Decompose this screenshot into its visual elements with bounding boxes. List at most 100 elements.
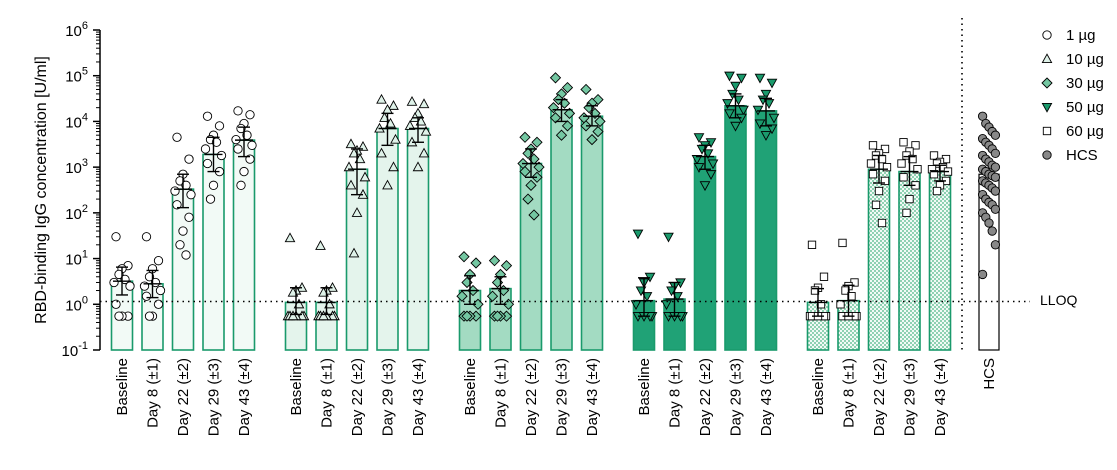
data-point — [594, 115, 606, 128]
y-tick-label: 104 — [65, 111, 88, 131]
data-point — [348, 247, 360, 258]
data-point — [141, 232, 152, 242]
data-point — [899, 138, 908, 147]
data-point — [111, 299, 121, 309]
data-point — [181, 250, 191, 260]
data-point — [488, 255, 501, 267]
data-point — [754, 119, 766, 130]
bar — [754, 110, 778, 351]
y-axis-title: RBD-binding IgG concentration [U/ml] — [33, 56, 50, 324]
data-point — [216, 150, 227, 161]
data-point — [632, 229, 644, 240]
data-point — [236, 123, 246, 134]
legend-label: 30 µg — [1066, 75, 1104, 92]
data-point — [525, 179, 537, 191]
data-point — [293, 298, 305, 309]
data-point — [239, 166, 249, 177]
legend-label: 60 µg — [1066, 123, 1104, 140]
data-point — [586, 133, 598, 146]
data-point — [233, 144, 243, 154]
data-point — [242, 130, 252, 140]
legend-label: 1 µg — [1066, 27, 1096, 44]
data-point — [502, 298, 515, 310]
data-point — [868, 141, 878, 150]
data-point — [766, 124, 778, 135]
y-tick-label: 102 — [65, 203, 88, 223]
data-point — [932, 186, 942, 196]
data-point — [871, 200, 881, 209]
data-point — [345, 138, 357, 149]
data-point — [109, 277, 119, 288]
data-point — [318, 310, 329, 321]
data-point — [155, 285, 166, 296]
data-point — [345, 179, 357, 190]
bars — [110, 104, 1000, 351]
data-point — [245, 110, 255, 120]
data-point — [868, 170, 878, 179]
data-point — [722, 99, 733, 109]
x-tick-label: Day 43 (±4) — [236, 358, 253, 436]
y-tick-label: 10-1 — [62, 340, 88, 360]
lloq-label: LLOQ — [1040, 292, 1077, 308]
x-tick-label: Day 22 (±2) — [697, 358, 714, 436]
data-point — [707, 159, 719, 170]
data-point — [519, 165, 531, 178]
data-point-hcs — [990, 186, 1001, 196]
data-point — [819, 272, 829, 281]
x-tick-label: Day 8 (±1) — [145, 358, 162, 428]
data-point — [111, 232, 121, 242]
data-point — [200, 144, 211, 154]
data-point — [500, 260, 513, 272]
data-point — [236, 180, 246, 190]
legend-marker — [1041, 53, 1053, 64]
x-tick-label: Baseline — [636, 358, 653, 416]
x-tick-label: Day 29 (±3) — [206, 358, 223, 436]
data-point — [385, 117, 396, 128]
bar — [376, 127, 399, 351]
data-point — [415, 115, 427, 126]
data-point — [754, 73, 766, 84]
data-point — [880, 144, 890, 154]
data-point — [661, 300, 672, 311]
x-tick-label: Day 8 (±1) — [493, 358, 510, 428]
data-point — [929, 170, 939, 179]
data-point — [563, 107, 576, 120]
data-point — [877, 218, 887, 228]
x-tick-label: Day 22 (±2) — [349, 358, 366, 436]
data-point — [519, 131, 531, 143]
data-point — [144, 311, 155, 321]
data-point — [404, 120, 416, 130]
x-tick-label: Baseline — [288, 358, 305, 416]
x-tick-label: Day 22 (±2) — [523, 358, 540, 436]
data-point — [175, 240, 185, 250]
data-point — [214, 121, 225, 131]
data-point — [359, 171, 371, 182]
data-point-hcs — [984, 218, 994, 228]
data-point — [486, 290, 499, 302]
data-point — [172, 200, 182, 210]
data-point — [531, 136, 543, 148]
data-point — [141, 291, 152, 301]
data-point — [376, 147, 387, 158]
x-tick-label: Day 22 (±2) — [871, 358, 888, 436]
data-point — [354, 153, 366, 164]
data-point — [580, 83, 592, 96]
data-point — [412, 161, 424, 172]
y-tick-label: 103 — [65, 157, 88, 177]
bar — [519, 162, 543, 351]
data-point — [470, 257, 482, 269]
x-tick-label: Day 43 (±4) — [758, 358, 775, 436]
y-tick-label: 106 — [65, 20, 88, 40]
y-tick-label: 101 — [65, 249, 88, 269]
x-tick-label: Day 8 (±1) — [841, 358, 858, 428]
data-point — [902, 208, 911, 218]
x-tick-label: Baseline — [462, 358, 479, 416]
data-point — [911, 141, 920, 150]
data-point — [351, 207, 363, 217]
data-point — [693, 133, 705, 144]
legend-label: HCS — [1066, 147, 1098, 164]
data-point — [202, 111, 213, 121]
data-point — [760, 89, 772, 100]
data-point — [555, 129, 568, 141]
